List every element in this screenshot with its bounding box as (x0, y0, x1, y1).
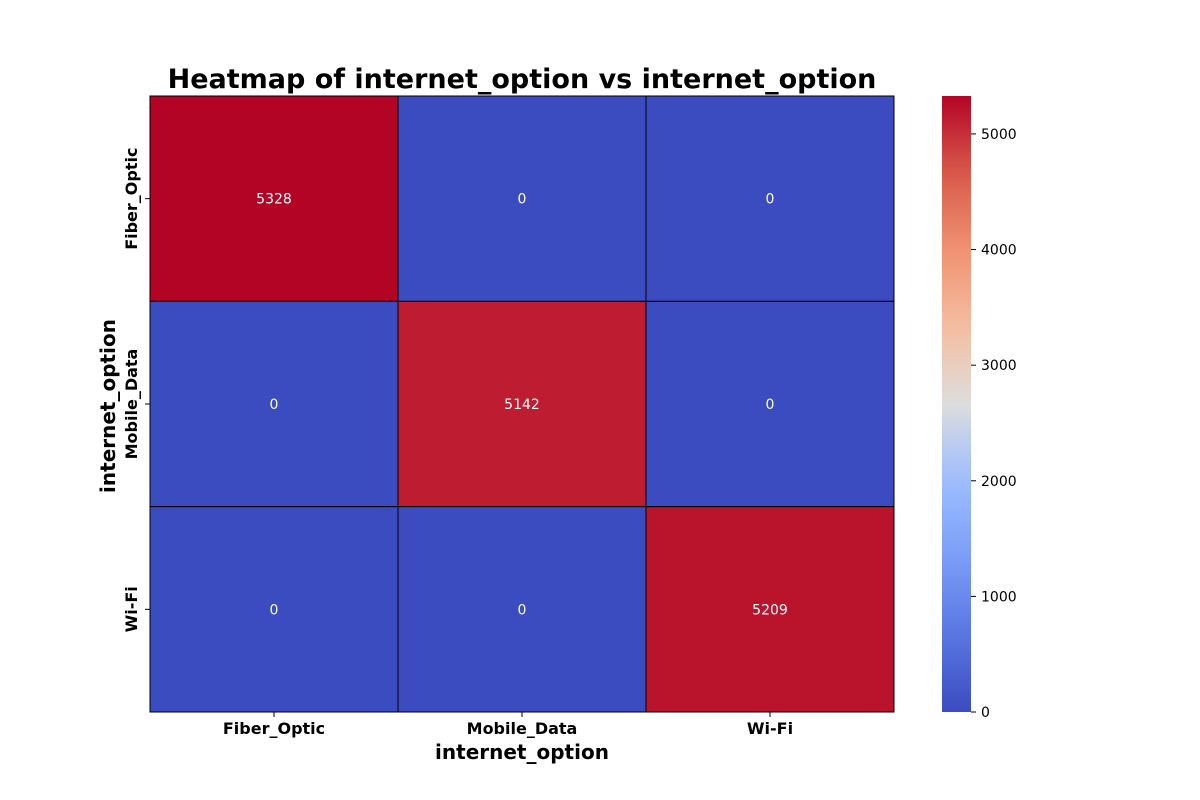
heatmap-cell-value: 5209 (752, 602, 788, 618)
x-axis-label: internet_option (435, 740, 609, 764)
y-tick-label: Fiber_Optic (122, 148, 141, 250)
colorbar-ticks: 0 1000 2000 3000 4000 5000 (971, 127, 1017, 721)
x-tick-label: Fiber_Optic (223, 719, 325, 738)
heatmap-cell-value: 0 (270, 397, 279, 413)
x-tick-label: Wi-Fi (747, 719, 793, 738)
heatmap-cell (397, 506, 647, 713)
heatmap-cell (397, 300, 647, 508)
y-tick-label: Wi-Fi (122, 586, 141, 632)
y-axis-label: internet_option (96, 319, 120, 493)
heatmap-cell (149, 95, 399, 302)
heatmap-cell-value: 0 (270, 602, 279, 618)
heatmap-cell-labels: 5328 0 0 0 5142 0 0 0 5209 (256, 192, 788, 619)
colorbar-tick-label: 3000 (981, 358, 1017, 374)
colorbar-tick-label: 2000 (981, 474, 1017, 490)
x-tick-label: Mobile_Data (467, 719, 578, 738)
heatmap-cell-value: 5142 (504, 397, 540, 413)
colorbar-tick-label: 1000 (981, 589, 1017, 605)
heatmap-cell (397, 95, 647, 302)
colorbar-gradient (942, 96, 971, 712)
heatmap-cell (149, 506, 399, 713)
heatmap-cell (645, 95, 895, 302)
x-axis-ticks: Fiber_Optic Mobile_Data Wi-Fi (223, 712, 793, 738)
heatmap-cell (149, 300, 399, 508)
heatmap-cell (645, 300, 895, 508)
colorbar-tick-label: 4000 (981, 243, 1017, 259)
colorbar-tick-label: 5000 (981, 127, 1017, 143)
heatmap-cell-value: 0 (518, 602, 527, 618)
heatmap-cell-value: 0 (766, 397, 775, 413)
heatmap-cell-value: 0 (766, 192, 775, 208)
heatmap-cell-value: 5328 (256, 192, 292, 208)
y-axis-ticks: Fiber_Optic Mobile_Data Wi-Fi (122, 148, 150, 632)
y-tick-label: Mobile_Data (122, 349, 141, 460)
colorbar: 0 1000 2000 3000 4000 5000 (942, 96, 1017, 721)
chart-title: Heatmap of internet_option vs internet_o… (168, 64, 877, 95)
heatmap-cells (149, 95, 895, 713)
heatmap-cell-value: 0 (518, 192, 527, 208)
colorbar-tick-label: 0 (981, 705, 990, 721)
